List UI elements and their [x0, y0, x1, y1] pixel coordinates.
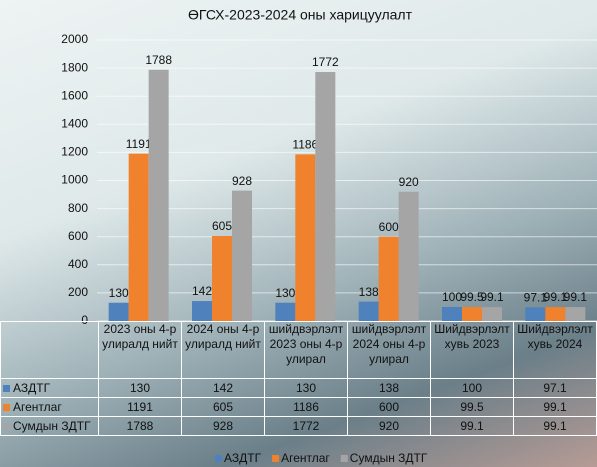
bar [545, 307, 565, 321]
bar [275, 303, 295, 321]
legend-swatch [215, 455, 222, 462]
table-value: 130 [265, 379, 348, 398]
category-label: 2024 оны 4-р улиралд нийт [182, 322, 265, 379]
y-tick-label: 1200 [61, 145, 88, 159]
value-label: 1772 [312, 55, 339, 69]
bar [212, 236, 232, 321]
table-value: 142 [182, 379, 265, 398]
table-value: 99.1 [514, 417, 597, 436]
legend-swatch [341, 455, 348, 462]
chart: ӨГСХ-2023-2024 оны харицуулалт 020040060… [0, 0, 597, 467]
bar [399, 192, 419, 321]
bar [109, 303, 129, 321]
legend-label: Агентлаг [281, 451, 330, 465]
table-value: 1788 [99, 417, 182, 436]
y-tick-label: 1600 [61, 88, 88, 102]
table-value: 130 [99, 379, 182, 398]
legend-label: Сумдын ЗДТГ [350, 451, 428, 465]
bar [525, 307, 545, 321]
table-value: 928 [182, 417, 265, 436]
table-value: 1186 [265, 398, 348, 417]
legend-label: АЗДТГ [224, 451, 262, 465]
value-label: 130 [275, 286, 295, 300]
y-tick-label: 1800 [61, 60, 88, 74]
value-label: 130 [109, 286, 129, 300]
table-value: 99.1 [431, 417, 514, 436]
table-value: 100 [431, 379, 514, 398]
category-label: Шийдвэрлэлт хувь 2023 [431, 322, 514, 379]
y-tick-label: 2000 [61, 32, 88, 46]
value-label: 142 [192, 284, 212, 298]
table-value: 1191 [99, 398, 182, 417]
category-label: шийдвэрлэлт 2023 оны 4-р улирал [265, 322, 348, 379]
series-name: АЗДТГ [13, 381, 50, 395]
table-value: 920 [348, 417, 431, 436]
category-label: шийдвэрлэлт 2024 оны 4-р улирал [348, 322, 431, 379]
legend-swatch [3, 404, 10, 411]
category-label: 2023 оны 4-р улиралд нийт [99, 322, 182, 379]
y-tick-label: 1400 [61, 116, 88, 130]
series-name: Сумдын ЗДТГ [13, 419, 91, 433]
bar [442, 307, 462, 321]
legend-swatch [272, 455, 279, 462]
bar [359, 302, 379, 321]
bar [232, 191, 252, 321]
series-name-cell: АЗДТГ [1, 379, 99, 398]
table-value: 1772 [265, 417, 348, 436]
value-label: 100 [442, 290, 462, 304]
table-corner [1, 322, 99, 379]
chart-title: ӨГСХ-2023-2024 оны харицуулалт [188, 7, 413, 23]
value-label: 928 [232, 174, 252, 188]
value-label: 600 [379, 220, 399, 234]
y-tick-label: 800 [68, 201, 88, 215]
series-name-cell: Сумдын ЗДТГ [1, 417, 99, 436]
bar [129, 154, 149, 321]
value-label: 605 [212, 219, 232, 233]
bar [462, 307, 482, 321]
table-value: 99.1 [514, 398, 597, 417]
table-value: 605 [182, 398, 265, 417]
value-label: 99.1 [564, 290, 588, 304]
category-label: Шийдвэрлэлт хувь 2024 [514, 322, 597, 379]
legend-swatch [3, 385, 10, 392]
bar [482, 307, 502, 321]
legend-swatch [3, 423, 10, 430]
y-tick-label: 400 [68, 257, 88, 271]
bar [295, 154, 315, 321]
value-label: 1186 [292, 138, 318, 152]
table-value: 138 [348, 379, 431, 398]
y-tick-label: 600 [68, 229, 88, 243]
value-label: 138 [359, 285, 379, 299]
y-tick-label: 1000 [61, 173, 88, 187]
bar [565, 307, 585, 321]
y-tick-label: 200 [68, 285, 88, 299]
bar [149, 70, 169, 321]
bar [379, 237, 399, 321]
value-label: 1191 [126, 137, 152, 151]
value-label: 920 [399, 175, 419, 189]
table-value: 99.5 [431, 398, 514, 417]
table-value: 600 [348, 398, 431, 417]
table-value: 97.1 [514, 379, 597, 398]
series-name-cell: Агентлаг [1, 398, 99, 417]
value-label: 99.1 [480, 290, 504, 304]
bar [315, 72, 335, 321]
series-name: Агентлаг [13, 400, 62, 414]
value-label: 1788 [145, 53, 172, 67]
bar [192, 301, 212, 321]
